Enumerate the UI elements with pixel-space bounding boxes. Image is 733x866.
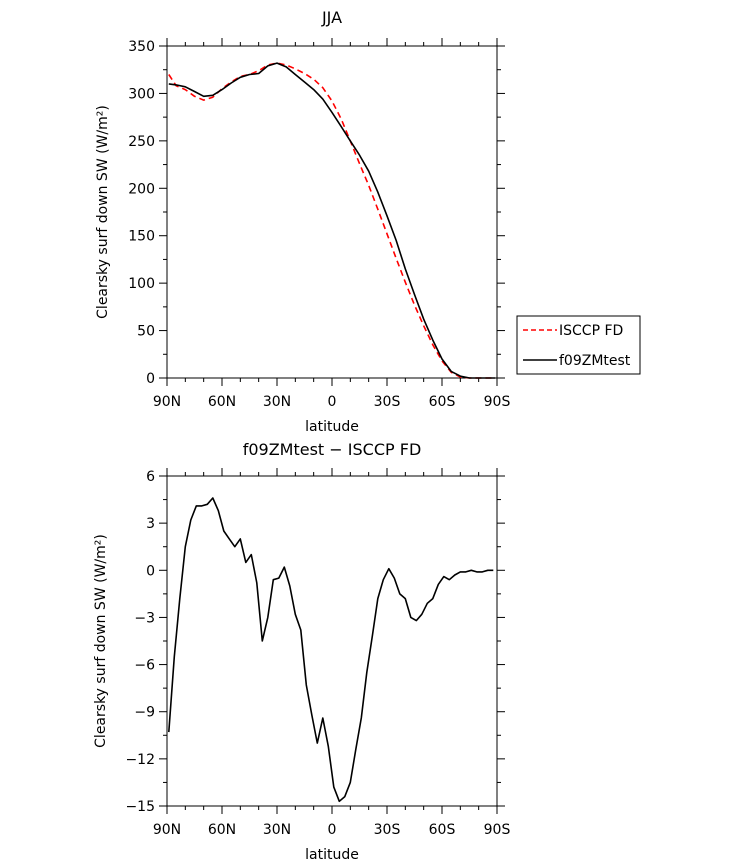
bottom-x-tick-label: 30S (374, 822, 401, 838)
top-y-tick-label: 250 (128, 134, 155, 150)
top-x-tick-label: 60S (429, 394, 456, 410)
bottom-x-tick-label: 90S (484, 822, 511, 838)
bottom-y-tick-label: 3 (146, 516, 155, 532)
bottom-series-group (168, 497, 494, 803)
top-y-tick-label: 350 (128, 39, 155, 55)
legend-label-isccp: ISCCP FD (559, 323, 623, 339)
top-x-tick-label: 30N (263, 394, 291, 410)
bottom-y-tick-label: 0 (146, 563, 155, 579)
top-x-tick-label: 0 (328, 394, 337, 410)
top-plot-title: JJA (321, 8, 342, 27)
bottom-series-line-0 (168, 497, 494, 803)
bottom-y-tick-label: −15 (125, 799, 155, 815)
top-y-ticks: 0 50 100 150 200 250 300 350 (128, 39, 505, 387)
top-x-tick-label: 90N (153, 394, 181, 410)
top-y-tick-label: 200 (128, 181, 155, 197)
top-y-tick-label: 50 (137, 324, 155, 340)
legend-label-model: f09ZMtest (559, 353, 631, 369)
bottom-y-tick-label: −3 (134, 610, 155, 626)
bottom-plot-frame (166, 475, 498, 807)
bottom-y-tick-label: −9 (134, 705, 155, 721)
bottom-x-tick-label: 60S (429, 822, 456, 838)
legend: ISCCP FD f09ZMtest (516, 315, 641, 375)
top-x-tick-label: 30S (374, 394, 401, 410)
top-series-group (168, 62, 496, 379)
bottom-x-axis-title: latitude (305, 847, 359, 863)
top-panel: JJA 0 50 100 150 200 250 300 350 90N 60N 30N 0 30S 6… (95, 8, 641, 435)
bottom-x-tick-label: 30N (263, 822, 291, 838)
bottom-y-tick-label: 6 (146, 469, 155, 485)
top-x-axis-title: latitude (305, 419, 359, 435)
top-series-line-isccp-fd (168, 62, 496, 379)
bottom-x-tick-label: 90N (153, 822, 181, 838)
top-y-tick-label: 150 (128, 229, 155, 245)
top-x-ticks: 90N 60N 30N 0 30S 60S 90S (153, 38, 511, 410)
bottom-plot-title: f09ZMtest − ISCCP FD (243, 440, 422, 459)
bottom-x-ticks: 90N 60N 30N 0 30S 60S 90S (153, 468, 511, 838)
bottom-panel: f09ZMtest − ISCCP FD −15 −12 −9 −6 −3 0 3 6 90N… (93, 440, 510, 863)
bottom-x-tick-label: 60N (208, 822, 236, 838)
top-y-tick-label: 300 (128, 86, 155, 102)
bottom-y-tick-label: −12 (125, 752, 155, 768)
top-x-tick-label: 90S (484, 394, 511, 410)
top-x-tick-label: 60N (208, 394, 236, 410)
top-y-tick-label: 100 (128, 276, 155, 292)
bottom-y-tick-label: −6 (134, 658, 155, 674)
bottom-y-ticks: −15 −12 −9 −6 −3 0 3 6 (125, 469, 505, 815)
bottom-y-axis-title: Clearsky surf down SW (W/m²) (93, 534, 109, 748)
bottom-x-tick-label: 0 (328, 822, 337, 838)
top-plot-frame (166, 45, 498, 379)
top-series-line-f09zmtest (168, 62, 496, 379)
top-y-tick-label: 0 (146, 371, 155, 387)
legend-box (516, 315, 641, 375)
top-y-axis-title: Clearsky surf down SW (W/m²) (95, 105, 111, 319)
